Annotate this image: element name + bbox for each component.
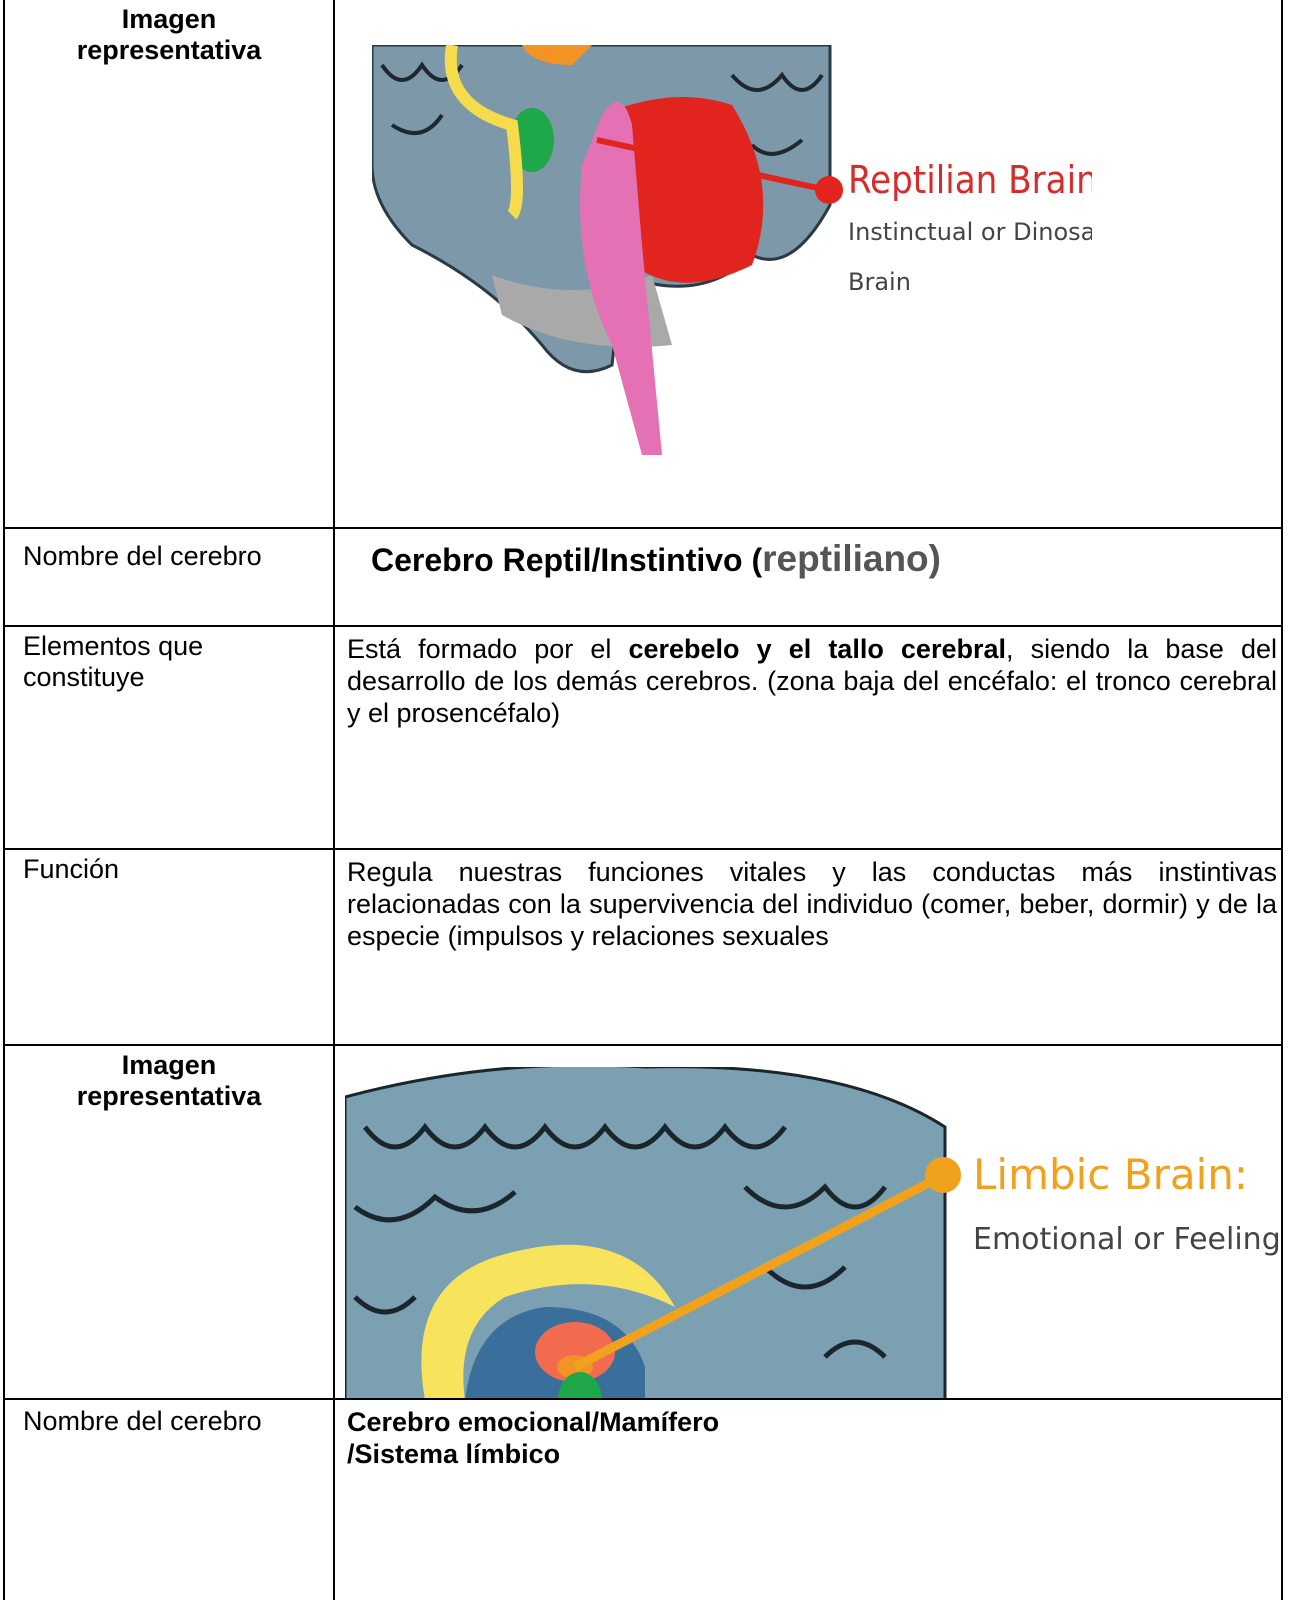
image-title: Reptilian Brain: [848,158,1092,202]
brain-name: Cerebro emocional/Mamífero [347,1407,720,1437]
text: Regula nuestras funciones vitales y las … [347,857,1277,951]
label: Imagen representativa [76,4,262,65]
table-row: Imagen representativa Limbic Brain: Emot… [3,1044,1283,1400]
row-content: Cerebro emocional/Mamífero/Sistema límbi… [335,1400,1283,1600]
label: Imagen representativa [76,1050,262,1111]
limbic-brain-image: Limbic Brain: Emotional or Feeling Br [345,1067,1281,1400]
row-content: Cerebro Reptil/Instintivo (reptiliano) [335,529,1283,627]
table-row: Nombre del cerebro Cerebro emocional/Mam… [3,1398,1283,1600]
brain-name: /Sistema límbico [347,1439,561,1469]
image-title: Limbic Brain: [973,1150,1248,1199]
row-label: Imagen representativa [3,1046,335,1400]
brain-name-alt: reptiliano) [762,538,941,579]
row-content: Reptilian Brain: Instinctual or Dinosaur… [335,0,1283,529]
table-row: Elementos que constituye Está formado po… [3,625,1283,850]
label: Nombre del cerebro [23,541,262,571]
brain-name: Cerebro Reptil/Instintivo ( [371,542,763,578]
text: , siendo la base del desarrollo de los d… [347,634,1277,728]
image-caption: Instinctual or Dinosaur [848,218,1092,246]
row-label: Imagen representativa [3,0,335,529]
row-content: Está formado por el cerebelo y el tallo … [335,627,1283,850]
text: Está formado por el [347,634,629,664]
table-row: Función Regula nuestras funciones vitale… [3,848,1283,1046]
label: Elementos que constituye [23,631,204,692]
image-caption: Brain [848,268,911,296]
reptilian-brain-image: Reptilian Brain: Instinctual or Dinosaur… [372,45,1092,455]
table-row: Imagen representativa Reptilian Brain: I… [3,0,1283,529]
row-content: Limbic Brain: Emotional or Feeling Br [335,1046,1283,1400]
table-row: Nombre del cerebro Cerebro Reptil/Instin… [3,527,1283,627]
row-label: Elementos que constituye [3,627,335,850]
text-bold: cerebelo y el tallo cerebral [628,634,1006,664]
row-label: Nombre del cerebro [3,1400,335,1600]
label: Nombre del cerebro [23,1406,262,1436]
label: Función [23,854,120,884]
row-label: Nombre del cerebro [3,529,335,627]
row-content: Regula nuestras funciones vitales y las … [335,850,1283,1046]
image-caption: Emotional or Feeling Br [973,1222,1281,1257]
row-label: Función [3,850,335,1046]
